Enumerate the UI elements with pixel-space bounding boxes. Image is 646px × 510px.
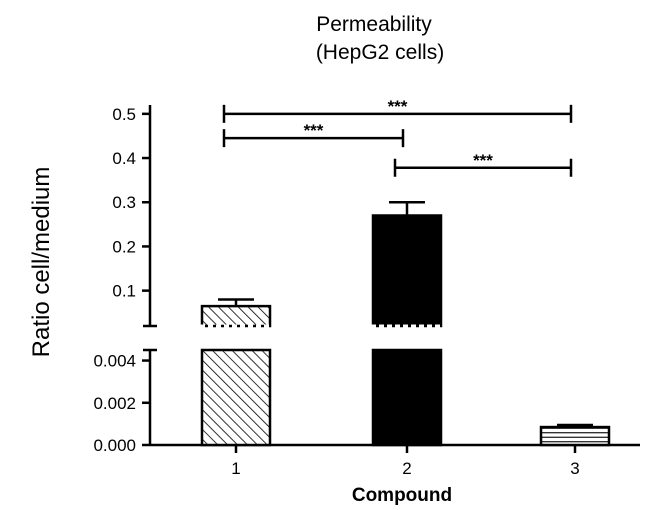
significance-brackets: *** *** *** [222,97,573,177]
x-tick-label-0: 1 [231,459,240,478]
y-upper-tick-label-4: 0.5 [112,105,136,124]
bar-3 [539,425,611,447]
significance-label-0: *** [388,97,408,116]
chart-title-line-1: Permeability [316,13,432,36]
y-upper-tick-label-3: 0.4 [112,149,136,168]
y-ticks: 0.000 0.002 0.004 0.1 0.2 0.3 0.4 0.5 [93,105,150,455]
x-tick-label-1: 2 [402,459,411,478]
y-lower-tick-label-0: 0.000 [93,436,136,455]
x-axis-label: Compound [352,485,452,506]
y-upper-tick-label-2: 0.3 [112,193,136,212]
bar-1-upper-part [200,304,272,328]
y-upper-tick-label-1: 0.2 [112,237,136,256]
x-ticks: 1 2 3 [231,445,580,478]
bar-2-upper-part [371,214,443,328]
bar-2-lower-part [371,348,443,447]
bars [200,200,611,447]
y-lower-tick-label-2: 0.004 [93,352,136,371]
y-lower-tick-label-1: 0.002 [93,394,136,413]
x-tick-label-2: 3 [570,459,579,478]
chart-title-line-2: (HepG2 cells) [316,41,444,64]
y-upper-tick-label-0: 0.1 [112,282,136,301]
y-axis-label: Ratio cell/medium [28,167,55,358]
significance-label-1: *** [304,121,324,140]
significance-label-2: *** [473,151,493,170]
bar-1-lower-part [200,348,272,447]
